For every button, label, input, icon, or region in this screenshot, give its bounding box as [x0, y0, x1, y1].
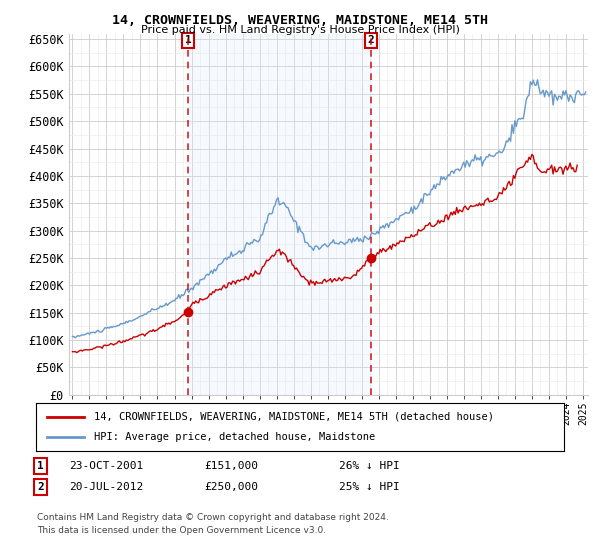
Text: 2: 2: [37, 482, 44, 492]
Text: 1: 1: [185, 35, 191, 45]
Text: HPI: Average price, detached house, Maidstone: HPI: Average price, detached house, Maid…: [94, 432, 376, 442]
Text: 23-OCT-2001: 23-OCT-2001: [69, 461, 143, 471]
Text: 25% ↓ HPI: 25% ↓ HPI: [339, 482, 400, 492]
Text: 14, CROWNFIELDS, WEAVERING, MAIDSTONE, ME14 5TH (detached house): 14, CROWNFIELDS, WEAVERING, MAIDSTONE, M…: [94, 412, 494, 422]
Text: Contains HM Land Registry data © Crown copyright and database right 2024.: Contains HM Land Registry data © Crown c…: [37, 513, 389, 522]
Text: Price paid vs. HM Land Registry's House Price Index (HPI): Price paid vs. HM Land Registry's House …: [140, 25, 460, 35]
Text: 1: 1: [37, 461, 44, 471]
Text: £250,000: £250,000: [204, 482, 258, 492]
Text: This data is licensed under the Open Government Licence v3.0.: This data is licensed under the Open Gov…: [37, 526, 326, 535]
Text: 26% ↓ HPI: 26% ↓ HPI: [339, 461, 400, 471]
Bar: [188, 34, 371, 395]
Text: 20-JUL-2012: 20-JUL-2012: [69, 482, 143, 492]
Text: 14, CROWNFIELDS, WEAVERING, MAIDSTONE, ME14 5TH: 14, CROWNFIELDS, WEAVERING, MAIDSTONE, M…: [112, 14, 488, 27]
Text: 2: 2: [367, 35, 374, 45]
Text: £151,000: £151,000: [204, 461, 258, 471]
